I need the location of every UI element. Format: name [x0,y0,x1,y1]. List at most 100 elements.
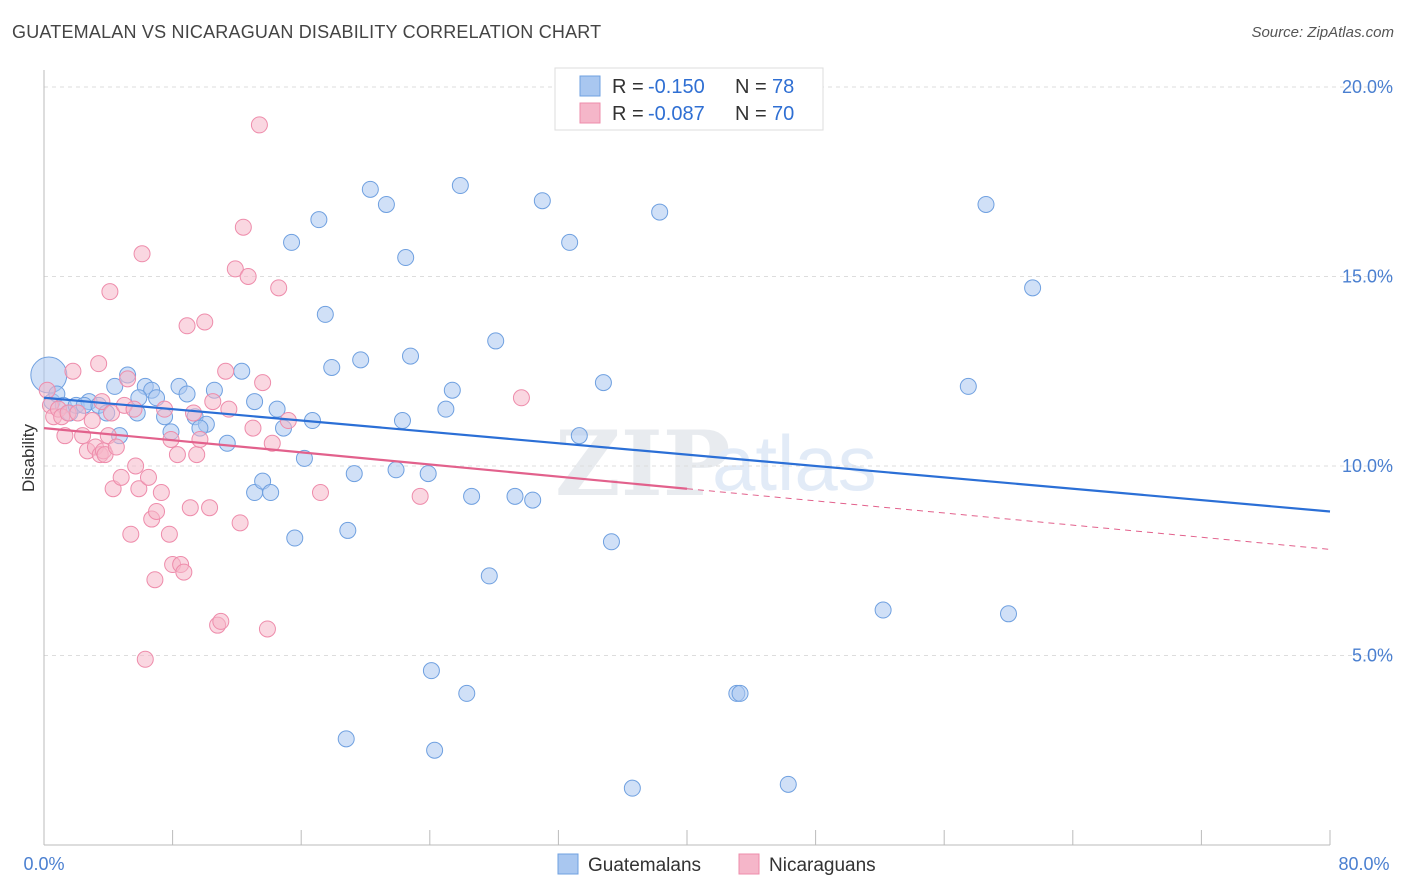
guatemalan-point-28 [262,484,280,502]
nicaraguan-point-19 [101,283,119,301]
nicaraguan-point-20 [103,404,121,422]
legend-swatch-guatemalans [579,75,601,97]
nicaraguan-trend-line-extension [686,488,1331,550]
nicaraguan-point-46 [184,404,202,422]
nicaraguan-point-58 [234,218,252,236]
guatemalan-point-72 [977,195,995,213]
guatemalan-point-51 [437,400,455,418]
guatemalan-point-24 [233,362,251,380]
nicaraguan-point-27 [125,400,143,418]
legend-r-label-1: R = [612,76,644,98]
guatemalan-point-60 [533,192,551,210]
guatemalan-point-23 [218,434,236,452]
guatemalan-point-58 [506,487,524,505]
guatemalan-point-42 [361,180,379,198]
nicaraguan-point-22 [107,438,125,456]
source-label: Source: ZipAtlas.com [1251,24,1394,41]
nicaraguan-point-25 [119,370,137,388]
y-tick-label-5: 5.0% [1352,646,1393,666]
guatemalan-point-9 [106,377,124,395]
legend-r-value-2: -0.087 [648,103,705,125]
guatemalan-trend-line [43,396,1331,513]
nicaraguan-point-43 [175,563,193,581]
guatemalan-point-71 [959,377,977,395]
watermark-atlas: atlas [712,419,877,507]
nicaraguan-point-59 [239,268,257,285]
nicaraguan-point-28 [127,457,145,475]
guatemalan-point-32 [286,529,304,547]
guatemalan-point-37 [323,358,341,376]
nicaraguan-point-9 [74,427,92,445]
x-ticks [43,830,1331,845]
legend-n-value-2: 70 [772,103,794,125]
guatemalan-point-57 [487,332,505,350]
nicaraguan-point-57 [231,514,249,532]
guatemalan-point-46 [397,249,415,267]
nicaraguan-point-5 [56,427,74,445]
guatemalan-point-52 [443,381,461,399]
guatemalan-point-66 [651,203,669,221]
nicaraguan-point-45 [181,499,199,517]
legend-n-value-1: 78 [772,76,794,98]
chart-title: GUATEMALAN VS NICARAGUAN DISABILITY CORR… [12,22,602,42]
guatemalan-point-69 [779,775,797,793]
trend-lines [43,396,1331,550]
guatemalan-point-64 [602,533,620,551]
guatemalan-point-49 [422,662,440,680]
nicaraguan-point-69 [512,389,530,407]
guatemalan-point-63 [594,374,612,392]
guatemalan-point-65 [623,779,641,797]
guatemalan-point-73 [1000,605,1017,623]
nicaraguan-point-50 [201,499,219,517]
guatemalan-point-44 [387,461,405,479]
guatemalan-point-74 [1024,279,1042,297]
y-tick-label-20: 20.0% [1342,77,1393,97]
guatemalan-point-39 [339,521,357,539]
nicaraguan-point-7 [64,362,82,380]
guatemalan-point-35 [310,211,328,229]
guatemalan-point-26 [246,393,264,411]
y-axis-label: Disability [19,423,38,492]
nicaraguan-point-8 [69,404,87,422]
nicaraguan-point-44 [178,317,196,335]
legend-top: R = -0.150 N = 78 R = -0.087 N = 70 [554,67,824,131]
nicaraguan-point-11 [83,412,101,430]
nicaraguan-point-54 [217,362,235,380]
nicaraguan-point-62 [254,374,272,392]
nicaraguan-point-29 [130,480,148,498]
legend-r-value-1: -0.150 [648,76,705,98]
x-tick-label-max: 80.0% [1338,854,1389,874]
guatemalan-point-41 [352,351,370,369]
guatemalan-point-33 [295,449,313,467]
guatemalan-point-55 [463,487,481,505]
legend-n-label-2: N = [735,103,767,125]
guatemalan-point-29 [268,400,286,418]
series-guatemalans [30,177,1042,797]
nicaraguan-point-31 [136,650,154,668]
nicaraguan-point-64 [263,434,281,452]
y-tick-label-10: 10.0% [1342,456,1393,476]
nicaraguan-point-30 [133,245,151,263]
series-nicaraguans [38,116,530,668]
nicaraguan-point-38 [160,525,178,543]
nicaraguan-point-51 [204,393,222,411]
guatemalan-point-45 [393,412,411,430]
guatemalan-point-53 [451,177,469,195]
y-tick-labels: 5.0% 10.0% 15.0% 20.0% [1342,77,1393,666]
guatemalan-point-50 [426,741,444,759]
x-tick-label-min: 0.0% [23,854,64,874]
nicaraguan-point-47 [188,446,206,464]
guatemalan-point-40 [345,465,363,483]
legend-bottom-label-guatemalans: Guatemalans [588,855,701,876]
nicaraguan-point-48 [191,430,209,448]
legend-bottom-label-nicaraguans: Nicaraguans [769,855,876,876]
nicaraguan-point-53 [212,612,230,630]
nicaraguan-point-23 [112,468,130,486]
legend-r-label-2: R = [612,103,644,125]
guatemalan-point-38 [337,730,355,748]
nicaraguan-point-36 [152,484,170,502]
nicaraguan-point-67 [311,484,329,502]
nicaraguan-point-65 [270,279,288,297]
legend-swatch-nicaraguans [579,102,601,124]
nicaraguan-point-49 [196,313,214,331]
